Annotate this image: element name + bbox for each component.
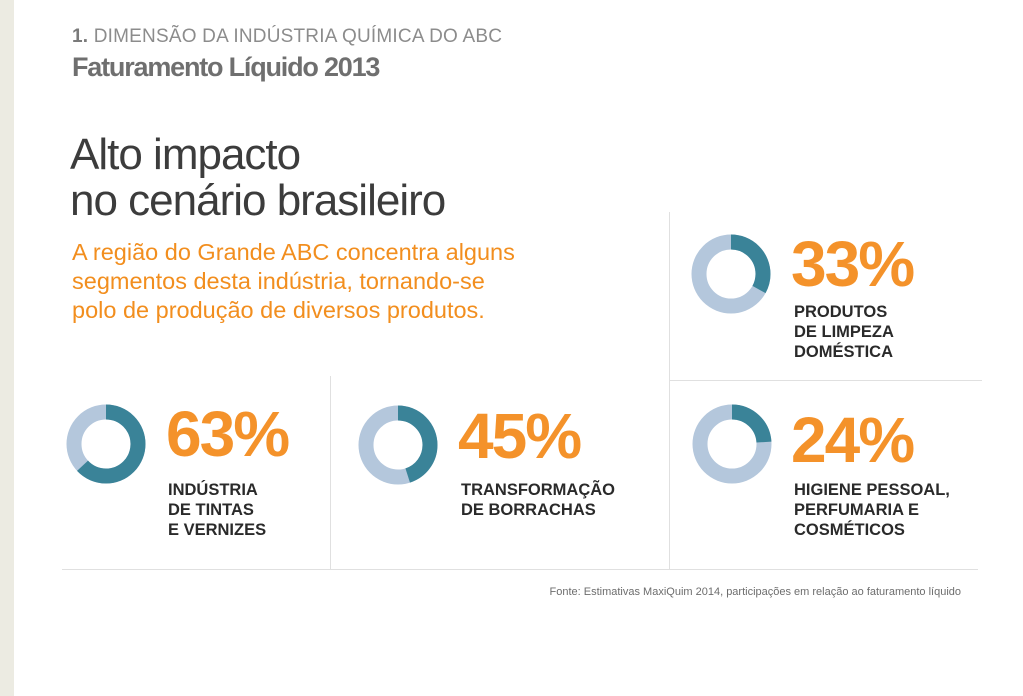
source-note: Fonte: Estimativas MaxiQuim 2014, partic… [549,586,961,598]
section-title: DIMENSÃO DA INDÚSTRIA QUÍMICA DO ABC [93,26,503,47]
caption-line: DE TINTAS [168,501,254,519]
caption-line: PRODUTOS [794,303,888,321]
lead-line-1: A região do Grande ABC concentra alguns [72,239,515,265]
section-number: 1. [72,26,89,47]
caption-line: COSMÉTICOS [794,521,905,539]
caption-line: TRANSFORMAÇÃO [461,481,615,499]
divider-vertical-right [669,212,670,569]
percent-limpeza: 33% [791,228,915,300]
lead-line-2: segmentos desta indústria, tornando-se [72,268,485,294]
donut-chart-borrachas [358,405,438,485]
percent-tintas: 63% [166,398,290,470]
donut-chart-tintas [66,404,146,484]
lead-paragraph: A região do Grande ABC concentra alguns … [72,238,632,325]
caption-limpeza: PRODUTOS DE LIMPEZA DOMÉSTICA [794,302,894,362]
caption-tintas: INDÚSTRIA DE TINTAS E VERNIZES [168,480,266,540]
caption-borrachas: TRANSFORMAÇÃO DE BORRACHAS [461,480,615,520]
caption-line: DE BORRACHAS [461,501,596,519]
divider-horizontal-top-right [669,380,982,381]
section-label: 1. DIMENSÃO DA INDÚSTRIA QUÍMICA DO ABC [72,26,502,48]
headline-line-2: no cenário brasileiro [70,176,446,225]
donut-share-slice [691,234,771,314]
donut-share-slice [358,405,438,485]
headline-line-1: Alto impacto [70,130,301,179]
caption-line: PERFUMARIA E [794,501,919,519]
caption-line: E VERNIZES [168,521,267,539]
percent-borrachas: 45% [458,400,582,472]
donut-share-slice [66,404,146,484]
caption-line: DOMÉSTICA [794,343,893,361]
caption-line: DE LIMPEZA [794,323,894,341]
divider-horizontal-bottom [62,569,978,570]
lead-line-3: polo de produção de diversos produtos. [72,297,485,323]
page-subtitle: Faturamento Líquido 2013 [72,52,380,82]
donut-chart-higiene [692,404,772,484]
caption-line: HIGIENE PESSOAL, [794,481,950,499]
donut-share-slice [692,404,772,484]
caption-higiene: HIGIENE PESSOAL, PERFUMARIA E COSMÉTICOS [794,480,950,540]
divider-vertical-left [330,376,331,569]
donut-chart-limpeza [691,234,771,314]
percent-higiene: 24% [791,404,915,476]
headline: Alto impacto no cenário brasileiro [70,130,446,225]
caption-line: INDÚSTRIA [168,481,258,499]
left-accent-bar [0,0,14,696]
